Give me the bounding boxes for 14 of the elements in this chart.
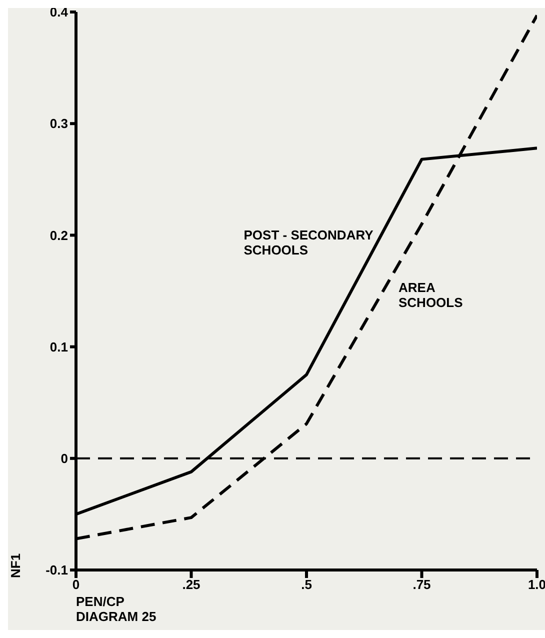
series-label: AREA SCHOOLS <box>398 280 464 310</box>
x-tick-label: .5 <box>301 577 312 592</box>
y-tick-label: -0.1 <box>46 562 68 578</box>
y-tick-label: 0.1 <box>50 339 68 354</box>
x-axis-title: PEN/CP <box>76 594 125 609</box>
y-tick-label: 0 <box>60 451 68 466</box>
x-tick-label: .75 <box>412 577 431 592</box>
x-tick-label: .25 <box>182 577 200 592</box>
y-tick-label: 0.2 <box>50 228 68 243</box>
x-tick-label: 0 <box>72 577 80 592</box>
y-tick-label: 0.3 <box>50 116 68 132</box>
text: DIAGRAM 25 <box>76 609 156 624</box>
series-label: POST - SECONDARY SCHOOLS <box>244 227 374 258</box>
y-axis-title: NF1 <box>8 553 23 578</box>
